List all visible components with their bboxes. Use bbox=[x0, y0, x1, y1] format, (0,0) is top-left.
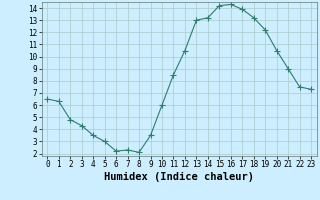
X-axis label: Humidex (Indice chaleur): Humidex (Indice chaleur) bbox=[104, 172, 254, 182]
